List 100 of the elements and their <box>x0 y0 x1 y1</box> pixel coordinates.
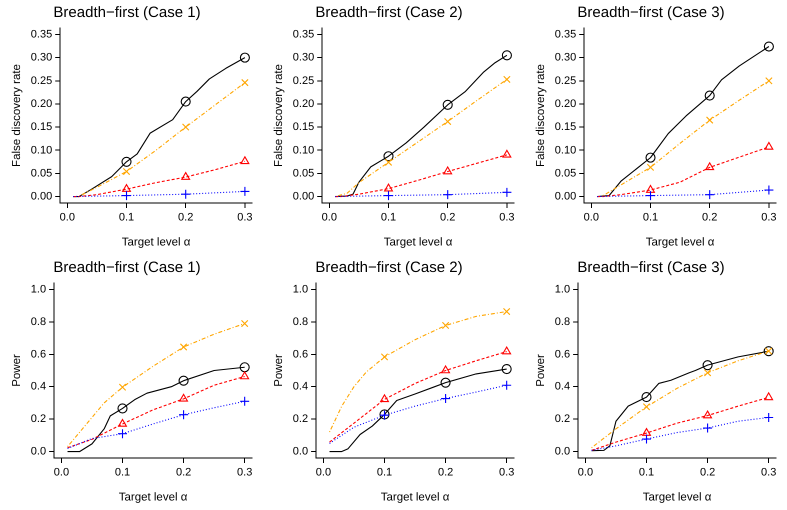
point <box>705 162 714 170</box>
point <box>240 320 248 328</box>
point <box>502 308 510 316</box>
point <box>180 189 191 200</box>
point <box>178 376 189 386</box>
x-axis-title: Target level α <box>122 236 191 248</box>
x-tick-label: 0.3 <box>499 466 514 479</box>
x-tick-label: 0.3 <box>237 212 253 224</box>
y-tick-label: 0.10 <box>554 144 576 156</box>
point <box>240 186 250 196</box>
y-tick-label: 0.15 <box>554 121 576 134</box>
point <box>384 184 393 192</box>
y-tick-label: 0.6 <box>30 348 46 360</box>
y-tick-label: 0.8 <box>292 316 308 328</box>
y-tick-label: 0.25 <box>292 74 314 87</box>
y-tick-label: 0.20 <box>292 98 314 110</box>
y-tick-label: 0.2 <box>30 413 46 426</box>
point <box>702 360 713 370</box>
point <box>179 394 188 402</box>
point <box>704 190 715 200</box>
x-tick-label: 0.2 <box>178 212 194 224</box>
x-tick-label: 0.3 <box>499 212 515 224</box>
chart-title: Breadth−first (Case 3) <box>577 259 725 276</box>
point <box>704 90 715 101</box>
point <box>642 403 650 411</box>
y-tick-label: 0.6 <box>292 348 308 360</box>
x-axis-title: Target level α <box>646 236 715 248</box>
y-axis-title: False discovery rate <box>535 64 548 167</box>
y-tick-label: 0.4 <box>554 380 570 393</box>
point <box>706 116 714 124</box>
point <box>642 428 651 436</box>
y-tick-label: 0.0 <box>292 446 308 458</box>
y-tick-label: 0.2 <box>292 413 308 426</box>
x-tick-label: 0.3 <box>761 212 777 224</box>
y-tick-label: 0.20 <box>554 98 576 110</box>
y-tick-label: 0.00 <box>292 190 314 203</box>
y-axis-title: Power <box>535 354 548 387</box>
point <box>502 346 512 354</box>
point <box>641 392 652 402</box>
y-tick-label: 0.05 <box>554 167 576 180</box>
y-axis-title: False discovery rate <box>273 64 286 167</box>
chart-title: Breadth−first (Case 1) <box>53 4 201 22</box>
x-tick-label: 0.2 <box>700 466 716 479</box>
y-tick-label: 0.15 <box>292 121 314 134</box>
point <box>764 392 774 400</box>
point <box>443 166 452 174</box>
y-tick-label: 0.00 <box>554 190 576 203</box>
x-tick-label: 0.3 <box>761 466 776 479</box>
y-tick-label: 0.30 <box>554 52 576 64</box>
point <box>444 118 452 126</box>
x-tick-label: 0.0 <box>322 212 337 224</box>
y-tick-label: 0.25 <box>30 74 52 87</box>
point <box>502 364 512 374</box>
x-tick-label: 0.2 <box>702 212 718 224</box>
point <box>764 412 774 423</box>
y-tick-label: 0.8 <box>30 316 46 328</box>
chart-title: Breadth−first (Case 1) <box>53 259 201 276</box>
point <box>383 190 394 201</box>
y-tick-label: 0.10 <box>30 144 52 156</box>
point <box>502 50 512 60</box>
x-tick-label: 0.0 <box>316 466 332 479</box>
x-axis-title: Target level α <box>642 491 712 504</box>
point <box>502 150 512 158</box>
x-tick-label: 0.1 <box>118 212 134 224</box>
x-tick-label: 0.0 <box>584 212 599 224</box>
point <box>440 393 451 404</box>
x-tick-label: 0.1 <box>642 212 658 224</box>
y-tick-label: 0.00 <box>30 190 52 203</box>
point <box>646 184 655 193</box>
point <box>764 184 774 196</box>
point <box>383 151 394 162</box>
chart-title: Breadth−first (Case 2) <box>315 4 463 22</box>
point <box>118 383 126 391</box>
y-axis-title: Power <box>11 354 24 387</box>
point <box>380 353 388 361</box>
point <box>440 378 451 388</box>
x-tick-label: 0.0 <box>578 466 594 479</box>
x-tick-label: 0.1 <box>638 466 654 479</box>
point <box>240 396 250 406</box>
point <box>702 422 713 434</box>
chart-title: Breadth−first (Case 3) <box>577 4 725 22</box>
y-tick-label: 1.0 <box>30 284 46 296</box>
point <box>641 434 652 444</box>
y-tick-label: 0.0 <box>30 446 46 458</box>
x-tick-label: 0.2 <box>176 466 192 479</box>
point <box>117 428 128 439</box>
point <box>180 96 191 107</box>
y-tick-label: 0.0 <box>554 446 570 458</box>
point <box>703 410 712 418</box>
point <box>442 190 453 200</box>
line-series <box>590 416 770 451</box>
y-tick-label: 0.35 <box>554 28 576 41</box>
x-axis-title: Target level α <box>384 236 453 248</box>
y-tick-label: 0.4 <box>292 380 308 393</box>
x-tick-label: 0.0 <box>54 466 70 479</box>
point <box>765 77 773 85</box>
y-axis-title: False discovery rate <box>11 64 24 167</box>
y-tick-label: 0.30 <box>30 52 52 64</box>
point <box>442 322 450 330</box>
x-axis-title: Target level α <box>380 491 450 504</box>
